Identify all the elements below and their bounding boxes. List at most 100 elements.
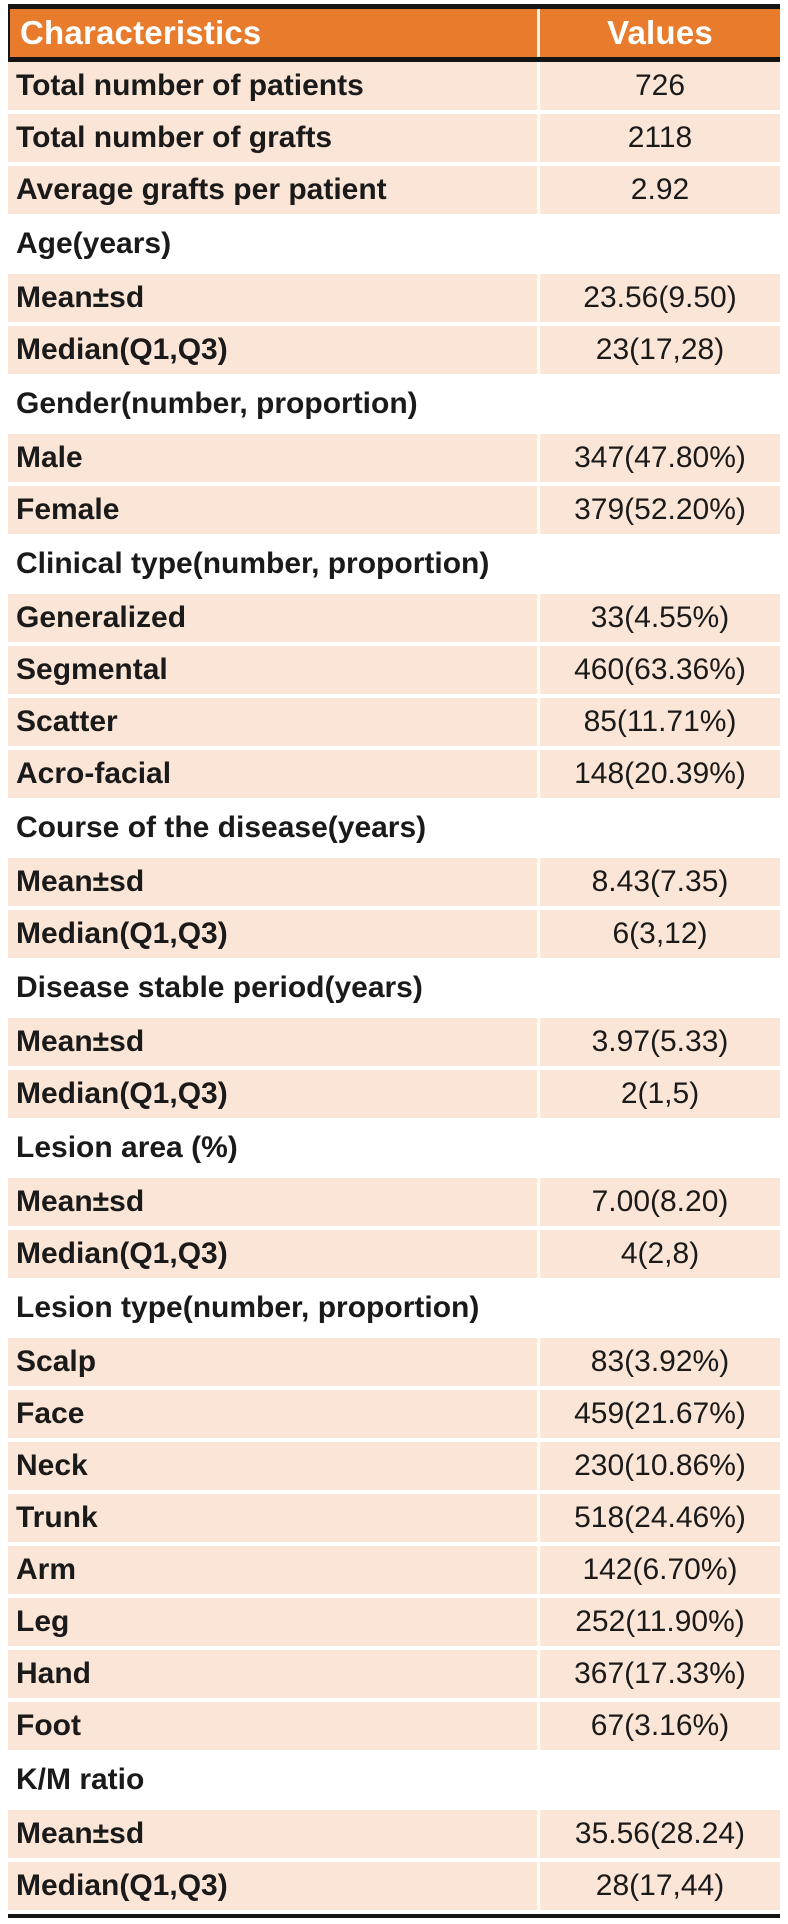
table-top-rule [8,4,780,9]
row-value: 459(21.67%) [574,1397,746,1430]
header-column-divider [537,9,540,57]
table-row: Median(Q1,Q3) 2(1,5) [8,1070,780,1118]
row-value: 252(11.90%) [575,1605,745,1638]
table-body: Total number of patients 726 Total number … [8,62,780,1910]
row-value: 379(52.20%) [574,493,746,526]
column-divider [537,326,540,374]
section-label: Lesion type(number, proportion) [16,1291,480,1324]
column-divider [537,858,540,906]
row-label: Mean±sd [16,1817,145,1850]
table-row: Hand 367(17.33%) [8,1650,780,1698]
row-value: 35.56(28.24) [574,1817,746,1850]
column-divider [537,1702,540,1750]
table-row: Face 459(21.67%) [8,1390,780,1438]
row-value: 2118 [627,121,693,154]
row-label: Acro-facial [16,757,172,790]
row-value: 518(24.46%) [574,1501,746,1534]
section-label: Lesion area (%) [16,1131,238,1164]
section-label: Clinical type(number, proportion) [16,547,490,580]
row-label: Male [16,441,83,474]
table-row: Scalp 83(3.92%) [8,1338,780,1386]
table-row: Mean±sd 3.97(5.33) [8,1018,780,1066]
column-divider [537,1598,540,1646]
column-header-characteristics: Characteristics [20,14,262,51]
row-value: 347(47.80%) [574,441,746,474]
section-header-row: Course of the disease(years) [8,802,780,854]
section-header-row: Lesion area (%) [8,1122,780,1174]
row-value: 460(63.36%) [574,653,746,686]
table-row: Mean±sd 35.56(28.24) [8,1810,780,1858]
column-divider [537,1338,540,1386]
section-header-row: Clinical type(number, proportion) [8,538,780,590]
section-header-row: Disease stable period(years) [8,962,780,1014]
header-bottom-rule [8,57,780,62]
column-header-values: Values [607,14,713,51]
row-value: 726 [634,69,686,102]
section-label: K/M ratio [16,1763,145,1796]
row-value: 28(17,44) [595,1869,725,1902]
row-value: 7.00(8.20) [591,1185,729,1218]
section-label: Age(years) [16,227,172,260]
row-label: Segmental [16,653,168,686]
row-value: 142(6.70%) [582,1553,738,1586]
row-value: 3.97(5.33) [591,1025,729,1058]
row-label: Female [16,493,120,526]
row-label: Leg [16,1605,70,1638]
row-label: Mean±sd [16,865,145,898]
table-bottom-rule [8,1914,780,1918]
column-divider [537,1862,540,1910]
section-header-row: Gender(number, proportion) [8,378,780,430]
table-row: Acro-facial 148(20.39%) [8,750,780,798]
column-divider [537,698,540,746]
table-row: Scatter 85(11.71%) [8,698,780,746]
table-row: Median(Q1,Q3) 4(2,8) [8,1230,780,1278]
row-label: Mean±sd [16,1185,145,1218]
column-divider [537,646,540,694]
table-row: Female 379(52.20%) [8,486,780,534]
table-row: Arm 142(6.70%) [8,1546,780,1594]
table-row: Mean±sd 7.00(8.20) [8,1178,780,1226]
row-label: Average grafts per patient [16,173,387,206]
column-divider [537,166,540,214]
row-value: 85(11.71%) [583,705,737,738]
section-label: Gender(number, proportion) [16,387,418,420]
row-value: 2(1,5) [620,1077,700,1110]
table-row: Male 347(47.80%) [8,434,780,482]
table-row: Trunk 518(24.46%) [8,1494,780,1542]
column-divider [537,1178,540,1226]
column-divider [537,114,540,162]
column-divider [537,594,540,642]
row-value: 33(4.55%) [590,601,730,634]
row-label: Scatter [16,705,118,738]
row-label: Foot [16,1709,81,1742]
row-label: Arm [16,1553,77,1586]
table-row: Mean±sd 23.56(9.50) [8,274,780,322]
column-divider [537,434,540,482]
row-label: Total number of patients [16,69,364,102]
row-label: Median(Q1,Q3) [16,1077,228,1110]
column-divider [537,1546,540,1594]
section-label: Course of the disease(years) [16,811,427,844]
row-value: 2.92 [630,173,690,206]
column-divider [537,62,540,110]
row-value: 83(3.92%) [590,1345,730,1378]
column-divider [537,1070,540,1118]
row-label: Trunk [16,1501,98,1534]
section-label: Disease stable period(years) [16,971,423,1004]
table-row: Neck 230(10.86%) [8,1442,780,1490]
row-value: 23(17,28) [595,333,725,366]
table-row: Average grafts per patient 2.92 [8,166,780,214]
row-value: 6(3,12) [612,917,708,950]
row-label: Median(Q1,Q3) [16,1237,228,1270]
column-divider [537,1810,540,1858]
table-row: Median(Q1,Q3) 28(17,44) [8,1862,780,1910]
row-label: Median(Q1,Q3) [16,1869,228,1902]
column-divider [537,1018,540,1066]
row-label: Hand [16,1657,91,1690]
row-label: Mean±sd [16,281,145,314]
row-value: 67(3.16%) [590,1709,730,1742]
row-value: 148(20.39%) [574,757,746,790]
table-row: Total number of grafts 2118 [8,114,780,162]
column-divider [537,1442,540,1490]
